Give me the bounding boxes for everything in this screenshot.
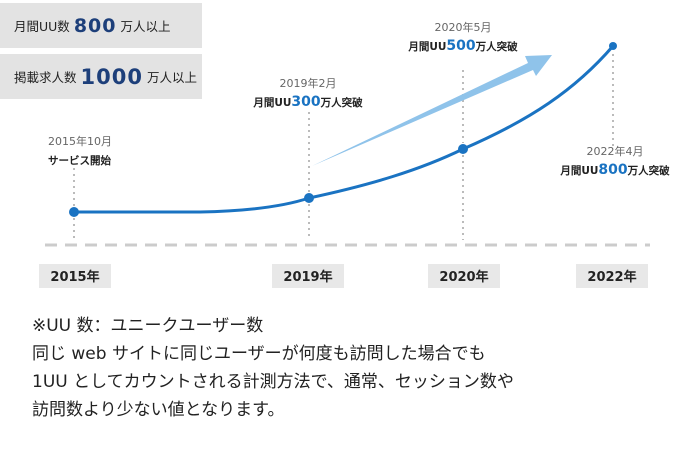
annotation-suffix: 万人突破 <box>475 40 518 53</box>
stat-value: 800 <box>73 14 117 37</box>
stat-suffix: 万人以上 <box>146 70 197 85</box>
annotation-label: 月間UU300万人突破 <box>252 94 363 110</box>
tick-label: 2020年 <box>439 269 488 285</box>
annotation-prefix: 月間UU <box>252 97 291 109</box>
data-point <box>304 193 314 203</box>
footnote-line: 同じ web サイトに同じユーザーが何度も訪問した場合でも <box>32 344 486 364</box>
annotation-date: 2019年2月 <box>280 76 337 90</box>
annotation-value: 300 <box>291 94 320 110</box>
annotation-value: 800 <box>598 162 627 178</box>
stat-prefix: 月間UU数 <box>14 19 70 34</box>
stat-value: 1000 <box>80 64 143 89</box>
annotation-prefix: 月間UU <box>559 165 598 177</box>
data-point <box>69 207 79 217</box>
tick-label-box <box>272 264 344 288</box>
tick-label: 2022年 <box>587 269 636 285</box>
annotation-suffix: 万人突破 <box>320 96 363 109</box>
tick-label: 2015年 <box>50 269 99 285</box>
growth-chart: 2015年10月サービス開始2019年2月月間UU300万人突破2020年5月月… <box>39 20 670 288</box>
annotation-label: 月間UU800万人突破 <box>559 162 670 178</box>
annotation-date: 2020年5月 <box>435 20 492 34</box>
series-line <box>74 45 615 214</box>
data-point <box>609 42 617 50</box>
footnote-line: 訪問数より少ない値となります。 <box>32 400 285 420</box>
footnote: ※UU 数：ユニークユーザー数 同じ web サイトに同じユーザーが何度も訪問し… <box>32 312 672 424</box>
annotation-date: 2015年10月 <box>48 134 112 148</box>
annotation-suffix: 万人突破 <box>627 164 670 177</box>
annotation-date: 2022年4月 <box>587 144 644 158</box>
stat-job-listings: 掲載求人数 1000 万人以上 <box>0 54 202 99</box>
tick-label: 2019年 <box>283 269 332 285</box>
tick-label-box <box>576 264 648 288</box>
tick-label-box <box>428 264 500 288</box>
footnote-line: ※UU 数：ユニークユーザー数 <box>32 316 264 336</box>
footnote-line: 1UU としてカウントされる計測方法で、通常、セッション数や <box>32 372 514 392</box>
stat-suffix: 万人以上 <box>120 19 171 34</box>
tick-label-box <box>39 264 111 288</box>
annotation-value: 500 <box>446 38 475 54</box>
data-point <box>458 144 468 154</box>
stat-monthly-uu: 月間UU数 800 万人以上 <box>0 3 202 48</box>
annotation-prefix: 月間UU <box>407 41 446 53</box>
annotation-label: サービス開始 <box>48 154 111 167</box>
stat-prefix: 掲載求人数 <box>14 70 77 85</box>
growth-arrow <box>312 55 552 166</box>
annotation-label: 月間UU500万人突破 <box>407 38 518 54</box>
